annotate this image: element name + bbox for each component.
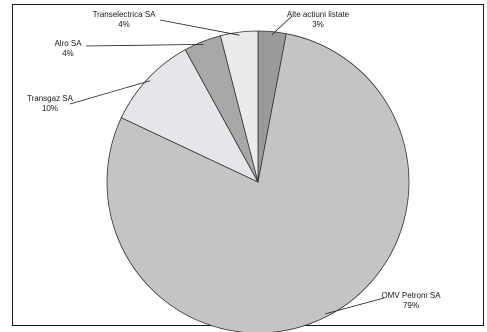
slice-label-alte-actiuni-listate: Alte actiuni listate: [287, 10, 350, 19]
slice-value-label-alro-sa: 4%: [62, 49, 74, 58]
slice-label-transgaz-sa: Transgaz SA: [27, 94, 74, 103]
leader-line-alte-actiuni-listate: [271, 15, 293, 35]
leader-line-alro-sa: [85, 44, 204, 47]
leader-line-omv-petrom-sa: [325, 297, 385, 315]
slice-value-label-transelectrica-sa: 4%: [118, 20, 130, 29]
leader-line-transelectrica-sa: [159, 19, 240, 36]
leader-lines: [69, 15, 385, 315]
slice-label-omv-petrom-sa: OMV Petrom SA: [381, 291, 441, 300]
pie-slice-omv-petrom-sa: [106, 33, 410, 332]
slice-value-label-omv-petrom-sa: 79%: [403, 301, 419, 310]
slice-label-alro-sa: Alro SA: [54, 39, 82, 48]
pie-slice-transgaz-sa: [120, 49, 259, 183]
slice-value-label-transgaz-sa: 10%: [42, 104, 58, 113]
pie-slice-transelectrica-sa: [219, 30, 259, 183]
slice-label-transelectrica-sa: Transelectrica SA: [93, 10, 157, 19]
slice-value-label-alte-actiuni-listate: 3%: [312, 20, 324, 29]
pie-slices: [106, 30, 410, 332]
leader-line-transgaz-sa: [69, 80, 151, 105]
